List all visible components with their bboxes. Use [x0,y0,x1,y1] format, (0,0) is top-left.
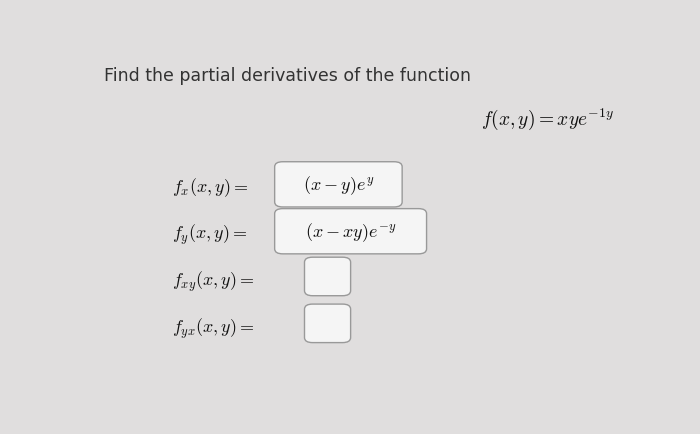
Text: $f(x, y) = xye^{-1y}$: $f(x, y) = xye^{-1y}$ [481,106,614,132]
FancyBboxPatch shape [274,162,402,207]
Text: $f_{xy}(x, y) =$: $f_{xy}(x, y) =$ [172,269,255,293]
Text: Find the partial derivatives of the function: Find the partial derivatives of the func… [104,67,471,85]
FancyBboxPatch shape [274,209,426,254]
Text: $(x - y)e^{y}$: $(x - y)e^{y}$ [302,174,374,196]
Text: $f_x(x, y) =$: $f_x(x, y) =$ [172,176,248,199]
FancyBboxPatch shape [304,304,351,343]
Text: $f_y(x, y) =$: $f_y(x, y) =$ [172,222,247,247]
FancyBboxPatch shape [304,258,351,296]
Text: $f_{yx}(x, y) =$: $f_{yx}(x, y) =$ [172,316,255,340]
Text: $(x - xy)e^{-y}$: $(x - xy)e^{-y}$ [305,220,396,243]
